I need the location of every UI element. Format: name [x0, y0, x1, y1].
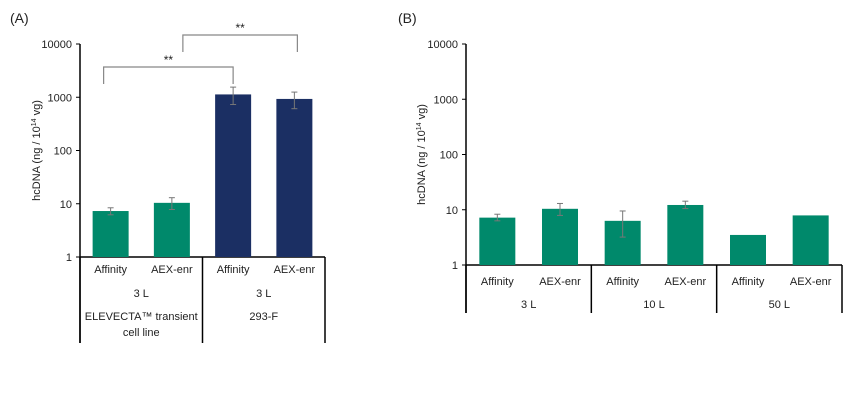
- subgroup-label: ELEVECTA™ transient: [85, 311, 198, 323]
- group-label: 10 L: [643, 299, 664, 311]
- bar: [730, 234, 766, 265]
- y-tick-label: 10: [60, 199, 72, 211]
- x-category-label: Affinity: [732, 276, 765, 288]
- y-tick-label: 10000: [427, 39, 458, 51]
- y-tick-label: 10: [446, 205, 458, 217]
- y-axis-label-main: hcDNA (ng / 10: [416, 130, 428, 205]
- y-axis-label-superscript: 14: [416, 122, 423, 130]
- group-label: 3 L: [134, 288, 149, 300]
- x-category-label: Affinity: [481, 276, 514, 288]
- y-axis-label: hcDNA (ng / 1014 vg): [31, 100, 43, 201]
- bar: [92, 211, 129, 257]
- significance-bracket: [182, 34, 298, 52]
- bar: [542, 208, 578, 265]
- x-category-label: AEX-enr: [665, 276, 707, 288]
- x-category-label: AEX-enr: [539, 276, 581, 288]
- x-category-label: Affinity: [606, 276, 639, 288]
- bar: [215, 94, 252, 257]
- x-category-label: Affinity: [217, 264, 250, 276]
- x-category-label: AEX-enr: [274, 264, 316, 276]
- y-tick-label: 1: [452, 260, 458, 272]
- x-category-label: AEX-enr: [790, 276, 832, 288]
- y-axis-label-end: vg): [416, 104, 428, 122]
- panel-label: (A): [10, 10, 29, 26]
- y-tick-label: 1: [66, 252, 72, 264]
- significance-label: **: [235, 21, 245, 35]
- panel-b: (B) 1 10 100 1000 10000 hcDNA (ng / 1014 vg) Af…: [398, 10, 843, 313]
- panel-a: (A) 1 10 100 1000 10000 hcDNA (ng / 1014 vg) Af…: [10, 10, 326, 343]
- y-tick-label: 1000: [48, 92, 72, 104]
- group-label: 3 L: [256, 288, 271, 300]
- y-tick-label: 100: [440, 150, 458, 162]
- y-axis-label-main: hcDNA (ng / 10: [31, 126, 43, 201]
- y-axis-label-end: vg): [31, 100, 43, 118]
- bar: [479, 217, 516, 265]
- significance-label: **: [164, 53, 174, 67]
- y-tick-label: 100: [54, 146, 72, 158]
- y-axis-label: hcDNA (ng / 1014 vg): [416, 104, 428, 205]
- bar: [667, 204, 704, 265]
- bar: [792, 215, 829, 265]
- y-axis-label-superscript: 14: [31, 118, 38, 126]
- panel-label: (B): [398, 10, 417, 26]
- significance-bracket: [103, 66, 234, 84]
- group-label: 50 L: [769, 299, 790, 311]
- group-label: 3 L: [521, 299, 536, 311]
- x-category-label: Affinity: [94, 264, 127, 276]
- bar: [276, 98, 313, 257]
- bar: [153, 202, 190, 257]
- subgroup-label-line2: cell line: [123, 327, 160, 339]
- y-tick-label: 1000: [434, 94, 458, 106]
- x-category-label: AEX-enr: [151, 264, 193, 276]
- subgroup-label: 293-F: [249, 311, 278, 323]
- y-tick-label: 10000: [41, 39, 72, 51]
